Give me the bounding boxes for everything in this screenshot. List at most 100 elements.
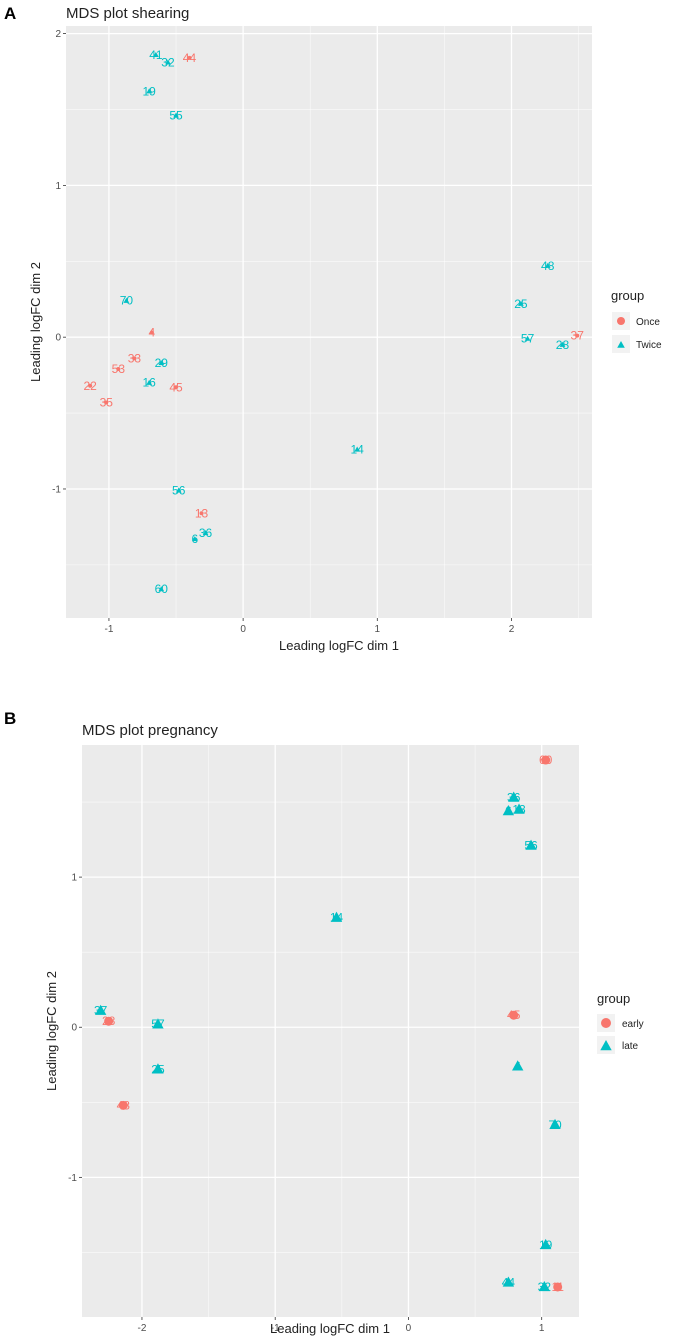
panel-letter-a: A (4, 4, 16, 23)
x-tick-label: 0 (406, 1323, 412, 1334)
legend-label-late: late (622, 1041, 639, 1052)
legend-label-early: early (622, 1019, 644, 1030)
data-point-label: 32 (538, 1280, 552, 1294)
data-point-label: 28 (102, 1014, 116, 1028)
data-point-label: 70 (120, 294, 134, 308)
data-point-marker (539, 1238, 552, 1250)
data-point-marker (152, 1018, 164, 1029)
panel-b-legend-title: group (597, 991, 630, 1006)
y-tick-label: 0 (71, 1023, 77, 1034)
panel-a-title: MDS plot shearing (66, 5, 189, 22)
data-point-label: 6 (505, 804, 512, 818)
data-point-label: 57 (151, 1017, 165, 1031)
y-tick-label: -1 (68, 1173, 77, 1184)
data-point-marker (149, 330, 154, 335)
panel-b-tick-labels: -2 -1 0 1 -1 0 1 (68, 873, 545, 1334)
data-point-label: 44 (502, 1275, 516, 1289)
panel-b-x-axis-label: Leading logFC dim 1 (270, 1321, 390, 1336)
data-point-label: 25 (151, 1062, 165, 1076)
data-point-marker (559, 341, 566, 347)
data-point-label: 56 (524, 839, 538, 853)
data-point-label: 60 (539, 753, 553, 767)
data-point-marker (191, 536, 198, 542)
panel-b-title: MDS plot pregnancy (82, 722, 218, 739)
panel-a-tick-labels: -1 0 1 2 -1 0 1 2 (52, 29, 515, 635)
panel-a-plot-background (66, 26, 592, 618)
y-tick-label: 1 (71, 873, 77, 884)
panel-b: B MDS plot pregnancy -2 -1 0 1 -1 0 1 60 366 13 5… (4, 709, 644, 1336)
data-point-marker (502, 1276, 515, 1287)
data-point-label: 48 (541, 259, 555, 273)
data-point-label: 13 (195, 506, 209, 520)
data-point-label: 60 (155, 582, 169, 596)
panel-b-gridlines (82, 745, 579, 1317)
data-point-label: 14 (330, 911, 344, 925)
data-point-marker (502, 805, 515, 816)
data-point-label: 37 (571, 329, 585, 343)
data-point-label: 19 (539, 1238, 553, 1252)
data-point-marker (158, 586, 165, 592)
legend-label-once: Once (636, 317, 660, 328)
data-point-marker (549, 1118, 561, 1130)
data-point-marker (330, 911, 343, 922)
data-point-marker (508, 791, 520, 802)
data-point-label: 4 (149, 326, 156, 340)
panel-letter-b: B (4, 709, 16, 728)
data-point-marker (118, 1100, 128, 1110)
data-point-label: 37 (94, 1004, 108, 1018)
data-point-marker (104, 1016, 114, 1026)
panel-b-legend: group early late (597, 991, 644, 1054)
data-point-label: 35 (100, 395, 114, 409)
data-point-marker (158, 359, 165, 366)
y-tick-label: 1 (55, 181, 61, 192)
data-point-label: 16 (143, 376, 157, 390)
data-point-marker (518, 300, 524, 306)
data-point-marker (513, 803, 525, 814)
x-tick-label: 2 (509, 624, 515, 635)
data-point-marker (541, 755, 551, 765)
panel-a-y-axis-label: Leading logFC dim 2 (28, 262, 43, 382)
x-tick-label: -2 (138, 1323, 147, 1334)
data-point-marker (509, 1010, 519, 1020)
data-point-marker (553, 1282, 563, 1292)
data-point-marker (354, 446, 361, 452)
data-point-marker (132, 356, 137, 361)
legend-key-early-icon (601, 1018, 611, 1028)
data-point-marker (538, 1280, 551, 1292)
data-point-label: 70 (548, 1118, 562, 1132)
data-point-marker (152, 1063, 164, 1074)
data-point-marker (512, 1060, 524, 1071)
data-point-label: 13 (512, 803, 526, 817)
data-point-label: 57 (521, 332, 535, 346)
data-point-marker (173, 112, 179, 118)
x-tick-label: -1 (104, 624, 113, 635)
y-tick-label: -1 (52, 484, 61, 495)
data-point-marker (104, 400, 109, 405)
data-point-marker (123, 297, 130, 303)
legend-key-late-icon (600, 1040, 612, 1051)
data-point-marker (199, 511, 204, 516)
legend-key-once-icon (617, 317, 626, 325)
y-tick-label: 0 (55, 333, 61, 344)
panel-b-plot-background (82, 745, 579, 1317)
data-point-label: 36 (507, 791, 521, 805)
data-point-label: 25 (514, 297, 528, 311)
data-point-marker (202, 529, 209, 536)
data-point-label: 48 (117, 1098, 131, 1112)
data-point-label: 6 (191, 532, 198, 546)
data-point-label: 41 (149, 48, 163, 62)
x-tick-label: 1 (375, 624, 381, 635)
x-tick-label: 1 (539, 1323, 545, 1334)
data-point-label: 28 (556, 338, 570, 352)
data-point-marker (116, 367, 121, 372)
data-point-label: 45 (169, 380, 183, 394)
data-point-marker (94, 1004, 107, 1015)
data-point-marker (165, 59, 171, 65)
panel-a-x-axis-label: Leading logFC dim 1 (279, 638, 399, 653)
data-point-label: 45 (507, 1008, 521, 1022)
data-point-label: 11 (551, 1280, 564, 1294)
